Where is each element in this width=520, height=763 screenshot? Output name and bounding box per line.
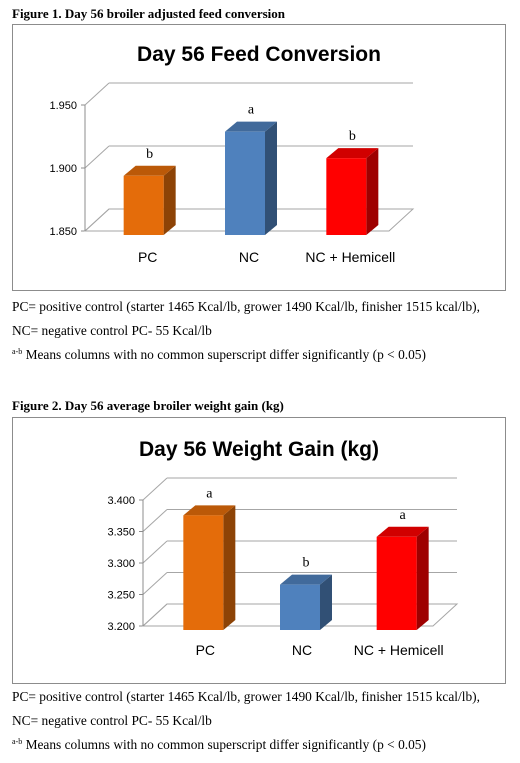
bar-side [366,148,379,235]
weight-gain-chart: Day 56 Weight Gain (kg) 3.200 3.250 3.300 3.… [107,438,459,658]
data-label: b [146,147,153,162]
bar-top [326,148,379,159]
figure-2-note-pc: PC= positive control (starter 1465 Kcal/… [12,689,480,704]
data-label: b [303,556,310,571]
figure-2-heading: Figure 2. Day 56 average broiler weight … [12,398,284,413]
y-tick-label: 3.400 [107,495,135,507]
figure-1-heading: Figure 1. Day 56 broiler adjusted feed c… [12,6,285,21]
x-tick-label: PC [196,642,215,658]
bar-top [123,165,176,176]
bar [280,584,320,630]
chart-title: Day 56 Feed Conversion [137,43,381,66]
y-tick-label: 1.900 [49,163,77,175]
figure-2-note-significance: a-b Means columns with no common supersc… [12,737,426,753]
gridline-side [142,572,168,595]
y-tick-label: 3.300 [107,558,135,570]
significance-superscript: a-b [12,347,23,356]
data-label: b [349,129,356,144]
x-tick-label: NC + Hemicell [305,249,395,265]
y-tick-label: 3.200 [107,621,135,633]
bar-top [183,505,236,516]
y-tick-label: 3.350 [107,527,135,539]
y-tick-label: 3.250 [107,590,135,602]
bar [376,536,417,630]
bar-top [280,574,332,585]
bar [326,158,367,235]
bar [225,131,265,235]
significance-text: Means columns with no common superscript… [22,347,426,362]
figure-2-note-nc: NC= negative control PC- 55 Kcal/lb [12,713,212,728]
bar [123,175,164,235]
significance-text: Means columns with no common superscript… [22,737,426,752]
figure-1-note-pc: PC= positive control (starter 1465 Kcal/… [12,299,480,314]
figure-1-note-significance: a-b Means columns with no common supersc… [12,347,426,363]
bar-side [320,574,332,630]
gridline-side [142,540,168,564]
x-tick-label: NC [292,642,312,658]
chart-floor [83,208,415,232]
gridline-side [84,145,110,169]
x-tick-label: NC + Hemicell [354,642,444,658]
chart-frame-1: Day 56 Feed Conversion 1.850 1.900 1.950 b PC… [12,24,506,291]
x-tick-label: NC [239,249,259,265]
chart-floor [141,603,459,627]
x-tick-label: PC [138,249,157,265]
feed-conversion-chart: Day 56 Feed Conversion 1.850 1.900 1.950 b PC… [49,43,415,265]
bar-top [225,121,277,132]
y-tick-label: 1.850 [49,226,77,238]
data-label: a [400,508,407,523]
significance-superscript: a-b [12,737,23,746]
data-label: a [206,486,213,501]
bar [183,515,224,630]
data-label: a [248,103,255,118]
bar-side [163,165,176,235]
bar-side [223,505,236,630]
y-tick-label: 1.950 [49,100,77,112]
gridline-side [142,509,168,532]
bar-side [416,526,429,630]
gridline-side [142,477,168,501]
gridline-side [84,82,110,106]
chart-frame-2: Day 56 Weight Gain (kg) 3.200 3.250 3.300 3.… [12,417,506,684]
bar-top [376,526,429,537]
bar-side [265,121,277,235]
chart-title: Day 56 Weight Gain (kg) [139,438,379,461]
figure-1-note-nc: NC= negative control PC- 55 Kcal/lb [12,323,212,338]
